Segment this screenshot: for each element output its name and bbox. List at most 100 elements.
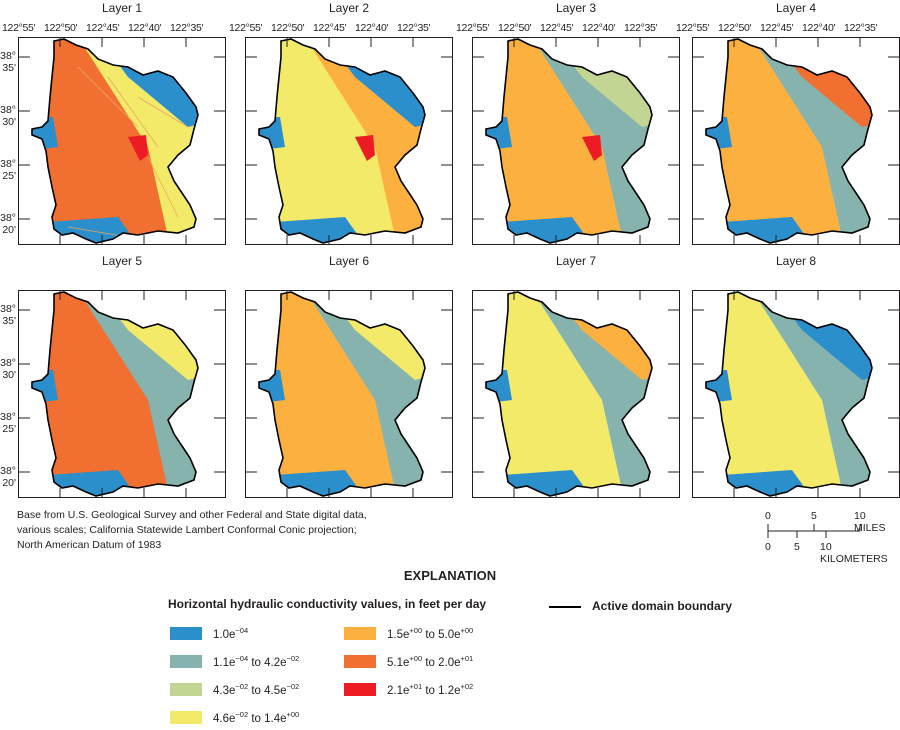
map-panel [692,37,900,245]
scale-mile-5: 5 [811,510,817,522]
zone-blue [259,117,285,152]
scale-mile-0: 0 [765,510,771,522]
latitude-label: 38° 35' [0,50,16,74]
map-panel [692,290,900,498]
latitude-label: 38° 20' [0,212,16,236]
conductivity-zones [486,292,652,496]
longitude-label: 122°35' [170,22,204,34]
conductivity-zones [486,39,652,243]
zone-yellow [712,292,842,496]
credit-line: various scales; California Statewide Lam… [17,524,357,536]
legend-swatch-lightorange [344,627,376,640]
longitude-label: 122°50' [271,22,305,34]
active-domain-boundary [258,291,426,497]
panel-title: Layer 7 [555,254,597,268]
scale-mile-10: 10 MILES [854,510,886,534]
longitude-label: 122°55' [676,22,710,34]
zone-red [128,135,148,161]
map-frame [245,37,453,245]
longitude-label: 122°40' [355,22,389,34]
map-frame [18,290,226,498]
active-domain-boundary [705,291,873,497]
latitude-label: 38° 30' [0,104,16,128]
zone-yellow [265,39,395,243]
zone-red [355,135,375,161]
longitude-label: 122°55' [2,22,36,34]
legend-label-yellow: 4.6e−02 to 1.4e+00 [213,710,300,725]
active-domain-boundary [485,38,653,244]
map-panel [18,37,226,245]
boundary-line-symbol [549,606,581,608]
map-frame [472,290,680,498]
panel-title: Layer 3 [555,1,597,15]
legend-swatch-yellow [170,711,202,724]
longitude-label: 122°50' [498,22,532,34]
credit-line: North American Datum of 1983 [17,539,162,551]
legend-swatch-teal [170,655,202,668]
panel-title: Layer 2 [328,1,370,15]
conductivity-zones [259,292,425,496]
explanation-heading: EXPLANATION [403,568,497,583]
stream-line [147,156,179,218]
credit-line: Base from U.S. Geological Survey and oth… [17,509,367,521]
map-frame [245,290,453,498]
longitude-label: 122°45' [313,22,347,34]
longitude-label: 122°55' [456,22,490,34]
zone-orange [38,292,168,496]
legend-swatch-blue [170,627,202,640]
conductivity-zones [32,292,198,496]
legend-label-blue: 1.0e−04 [213,626,249,641]
map-panel [245,37,453,245]
active-domain-boundary [485,291,653,497]
panel-title: Layer 1 [101,1,143,15]
active-domain-boundary [31,38,199,244]
longitude-label: 122°50' [718,22,752,34]
stream-line [107,76,159,148]
legend-label-red: 2.1e+01 to 1.2e+02 [387,682,474,697]
zone-blue [706,370,732,405]
zone-lightorange [265,292,395,496]
latitude-label: 38° 35' [0,303,16,327]
stream-line [77,66,139,128]
zone-lightorange [712,39,842,243]
map-frame [18,37,226,245]
panel-title: Layer 4 [775,1,817,15]
latitude-label: 38° 30' [0,357,16,381]
longitude-label: 122°35' [624,22,658,34]
zone-red [582,135,602,161]
zone-blue [32,370,58,405]
longitude-label: 122°45' [760,22,794,34]
zone-lightorange [492,39,622,243]
map-credit: Base from U.S. Geological Survey and oth… [17,508,367,553]
active-domain-boundary [705,38,873,244]
longitude-label: 122°40' [128,22,162,34]
scale-bar-lines [767,524,861,538]
active-domain-boundary [31,291,199,497]
legend-title: Horizontal hydraulic conductivity values… [168,597,487,611]
legend-label-lightorange: 1.5e+00 to 5.0e+00 [387,626,474,641]
boundary-label: Active domain boundary [592,599,733,613]
longitude-label: 122°40' [802,22,836,34]
longitude-label: 122°45' [86,22,120,34]
legend-label-green: 4.3e−02 to 4.5e−02 [213,682,300,697]
scale-km-0: 0 [765,541,771,553]
conductivity-zones [706,292,872,496]
zone-orange [38,39,168,243]
latitude-label: 38° 25' [0,158,16,182]
panel-title: Layer 6 [328,254,370,268]
longitude-label: 122°45' [540,22,574,34]
panel-title: Layer 5 [101,254,143,268]
map-panel [245,290,453,498]
legend-label-teal: 1.1e−04 to 4.2e−02 [213,654,300,669]
conductivity-zones [259,39,425,243]
scale-km-5: 5 [794,541,800,553]
latitude-label: 38° 25' [0,411,16,435]
zone-blue [259,370,285,405]
longitude-label: 122°35' [397,22,431,34]
latitude-label: 38° 20' [0,465,16,489]
legend-swatch-green [170,683,202,696]
legend-label-orange: 5.1e+00 to 2.0e+01 [387,654,474,669]
longitude-label: 122°35' [844,22,878,34]
stream-line [137,96,189,128]
panel-title: Layer 8 [775,254,817,268]
